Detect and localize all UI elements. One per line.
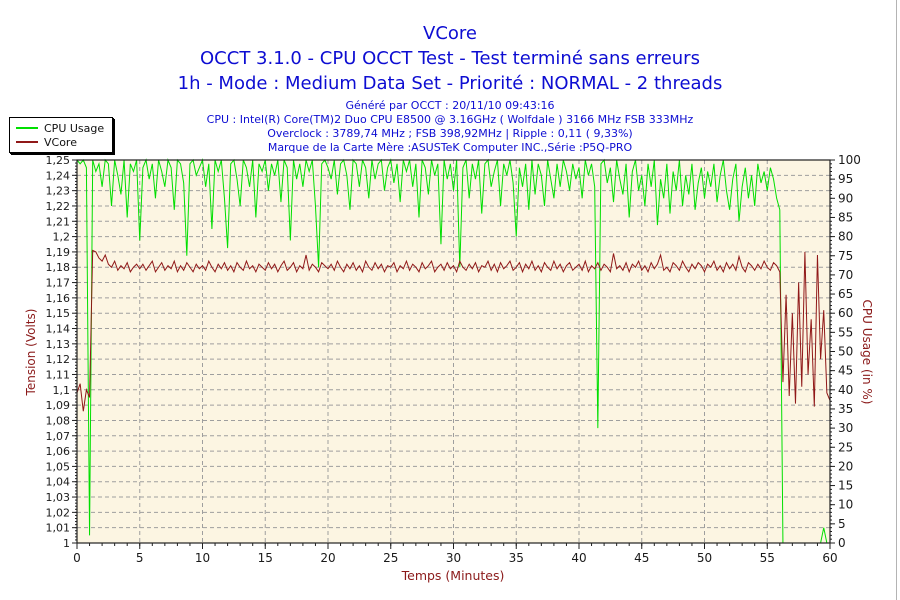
svg-text:1,24: 1,24 [46,169,71,182]
svg-text:10: 10 [838,498,853,512]
generated-info-line: Généré par OCCT : 20/11/10 09:43:16 [345,99,555,112]
svg-text:5: 5 [136,551,144,565]
svg-text:1,07: 1,07 [46,430,71,443]
svg-text:1,1: 1,1 [53,384,71,397]
svg-text:5: 5 [838,517,846,531]
svg-text:70: 70 [838,268,853,282]
svg-text:0: 0 [838,536,846,550]
svg-text:35: 35 [838,402,853,416]
svg-text:1,01: 1,01 [46,522,71,535]
svg-text:45: 45 [634,551,649,565]
svg-text:1,08: 1,08 [46,414,71,427]
svg-text:45: 45 [838,364,853,378]
svg-text:20: 20 [320,551,335,565]
legend-label: CPU Usage [44,121,105,135]
svg-text:1,13: 1,13 [46,338,71,351]
svg-text:1,17: 1,17 [46,277,71,290]
svg-text:95: 95 [838,172,853,186]
svg-text:40: 40 [571,551,586,565]
svg-text:1,09: 1,09 [46,399,71,412]
svg-text:0: 0 [73,551,81,565]
legend-label: VCore [44,135,77,149]
svg-text:25: 25 [838,440,853,454]
svg-text:20: 20 [838,459,853,473]
svg-text:1,03: 1,03 [46,491,71,504]
svg-text:1,14: 1,14 [46,323,71,336]
svg-text:1,06: 1,06 [46,445,71,458]
left-axis-title: Tension (Volts) [24,308,38,396]
svg-text:60: 60 [838,306,853,320]
svg-text:1,25: 1,25 [46,154,71,167]
svg-text:90: 90 [838,191,853,205]
svg-text:75: 75 [838,249,853,263]
svg-text:1,11: 1,11 [46,368,71,381]
svg-text:1,21: 1,21 [46,215,71,228]
window-right-edge [896,0,897,600]
svg-text:1,05: 1,05 [46,460,71,473]
chart-legend: CPU Usage VCore [9,117,114,153]
svg-text:1,22: 1,22 [46,200,71,213]
svg-text:1: 1 [63,537,70,550]
svg-text:25: 25 [383,551,398,565]
svg-text:15: 15 [258,551,273,565]
svg-text:1,04: 1,04 [46,476,71,489]
svg-text:80: 80 [838,230,853,244]
cpu-usage-line-swatch [16,127,38,129]
svg-text:1,19: 1,19 [46,246,71,259]
cpu-info-line: CPU : Intel(R) Core(TM)2 Duo CPU E8500 @… [206,113,694,126]
svg-text:1,15: 1,15 [46,307,71,320]
svg-text:60: 60 [822,551,837,565]
legend-item-vcore: VCore [16,135,104,149]
svg-text:1,02: 1,02 [46,506,71,519]
page-title: VCore [423,23,477,44]
svg-text:65: 65 [838,287,853,301]
svg-text:50: 50 [697,551,712,565]
svg-text:50: 50 [838,345,853,359]
test-result-subtitle: OCCT 3.1.0 - CPU OCCT Test - Test termin… [200,48,700,69]
svg-text:10: 10 [195,551,210,565]
svg-text:1,16: 1,16 [46,292,71,305]
overclock-info-line: Overclock : 3789,74 MHz ; FSB 398,92MHz … [267,127,633,140]
svg-text:15: 15 [838,479,853,493]
legend-item-cpu-usage: CPU Usage [16,121,104,135]
svg-text:35: 35 [509,551,524,565]
svg-text:85: 85 [838,210,853,224]
svg-text:1,18: 1,18 [46,261,71,274]
svg-text:1,23: 1,23 [46,185,71,198]
svg-text:30: 30 [838,421,853,435]
svg-text:55: 55 [760,551,775,565]
svg-text:100: 100 [838,153,861,167]
svg-text:55: 55 [838,325,853,339]
vcore-line-swatch [16,141,38,143]
right-axis-title: CPU Usage (in %) [860,299,874,405]
svg-text:40: 40 [838,383,853,397]
x-axis-title: Temps (Minutes) [401,568,505,583]
svg-text:1,2: 1,2 [53,231,71,244]
motherboard-info-line: Marque de la Carte Mère :ASUSTeK Compute… [267,141,633,154]
svg-text:30: 30 [446,551,461,565]
svg-text:1,12: 1,12 [46,353,71,366]
test-mode-subtitle: 1h - Mode : Medium Data Set - Priorité :… [177,73,723,94]
